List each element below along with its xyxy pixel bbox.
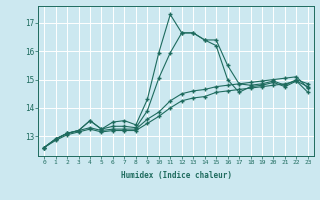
X-axis label: Humidex (Indice chaleur): Humidex (Indice chaleur) xyxy=(121,171,231,180)
